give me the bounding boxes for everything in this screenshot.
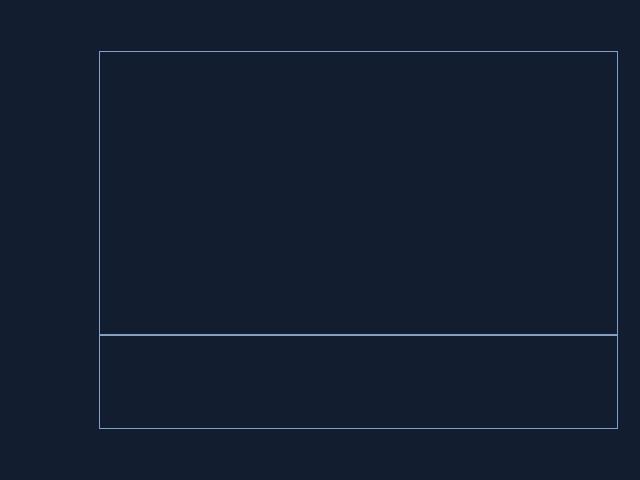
volume-plot-area — [100, 336, 617, 428]
volume-panel — [99, 334, 618, 429]
price-plot-area — [100, 52, 617, 334]
price-panel — [99, 51, 618, 335]
